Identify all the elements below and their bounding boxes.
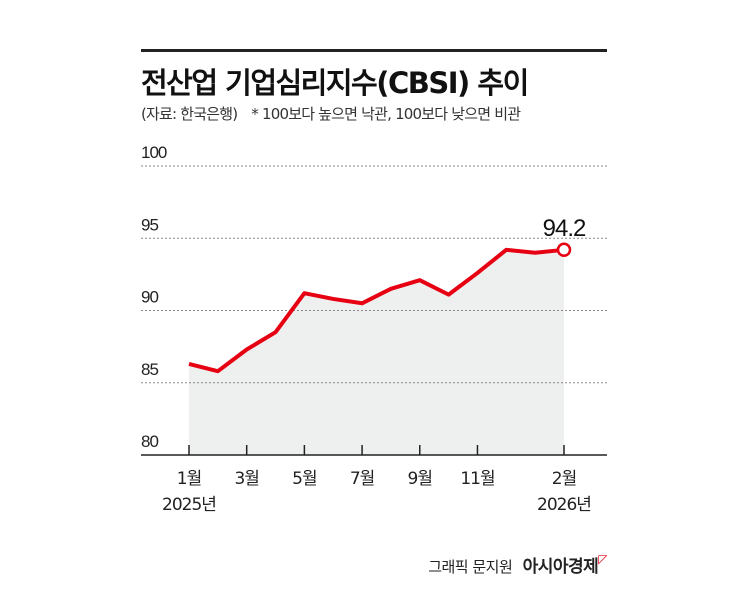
brand-mark-icon: ◸ — [598, 552, 607, 566]
credit-label: 그래픽 문지원 — [428, 558, 513, 576]
area-fill — [189, 249, 564, 455]
x-tick-label: 11월 — [460, 469, 494, 489]
y-tick-label: 80 — [141, 432, 158, 451]
x-tick-label: 9월 — [408, 469, 432, 489]
y-tick-label: 90 — [141, 288, 158, 307]
chart-title: 전산업 기업심리지수(CBSI) 추이 — [141, 66, 529, 100]
top-rule — [141, 49, 607, 52]
y-tick-label: 95 — [141, 215, 158, 234]
source-label: (자료: 한국은행) — [141, 105, 238, 123]
x-tick-sublabel: 2025년 — [162, 495, 216, 515]
x-tick-label: 7월 — [350, 469, 374, 489]
x-tick-label: 2월 — [552, 469, 576, 489]
brand-logo: 아시아경제 — [522, 557, 599, 577]
series-line — [188, 247, 565, 374]
x-tick-label: 3월 — [234, 469, 258, 489]
data-point-last — [556, 242, 572, 258]
credit: 그래픽 문지원 아시아경제◸ — [428, 552, 607, 577]
x-tick-label: 5월 — [292, 469, 316, 489]
note-label: * 100보다 높으면 낙관, 100보다 낮으면 비관 — [251, 105, 521, 123]
value-annotation: 94.2 — [543, 215, 586, 242]
y-tick-label: 85 — [141, 360, 158, 379]
chart-subtitle: (자료: 한국은행) * 100보다 높으면 낙관, 100보다 낮으면 비관 — [141, 103, 530, 124]
x-tick-label: 1월 — [177, 469, 201, 489]
x-tick-sublabel: 2026년 — [537, 495, 591, 515]
y-tick-label: 100 — [141, 143, 167, 162]
